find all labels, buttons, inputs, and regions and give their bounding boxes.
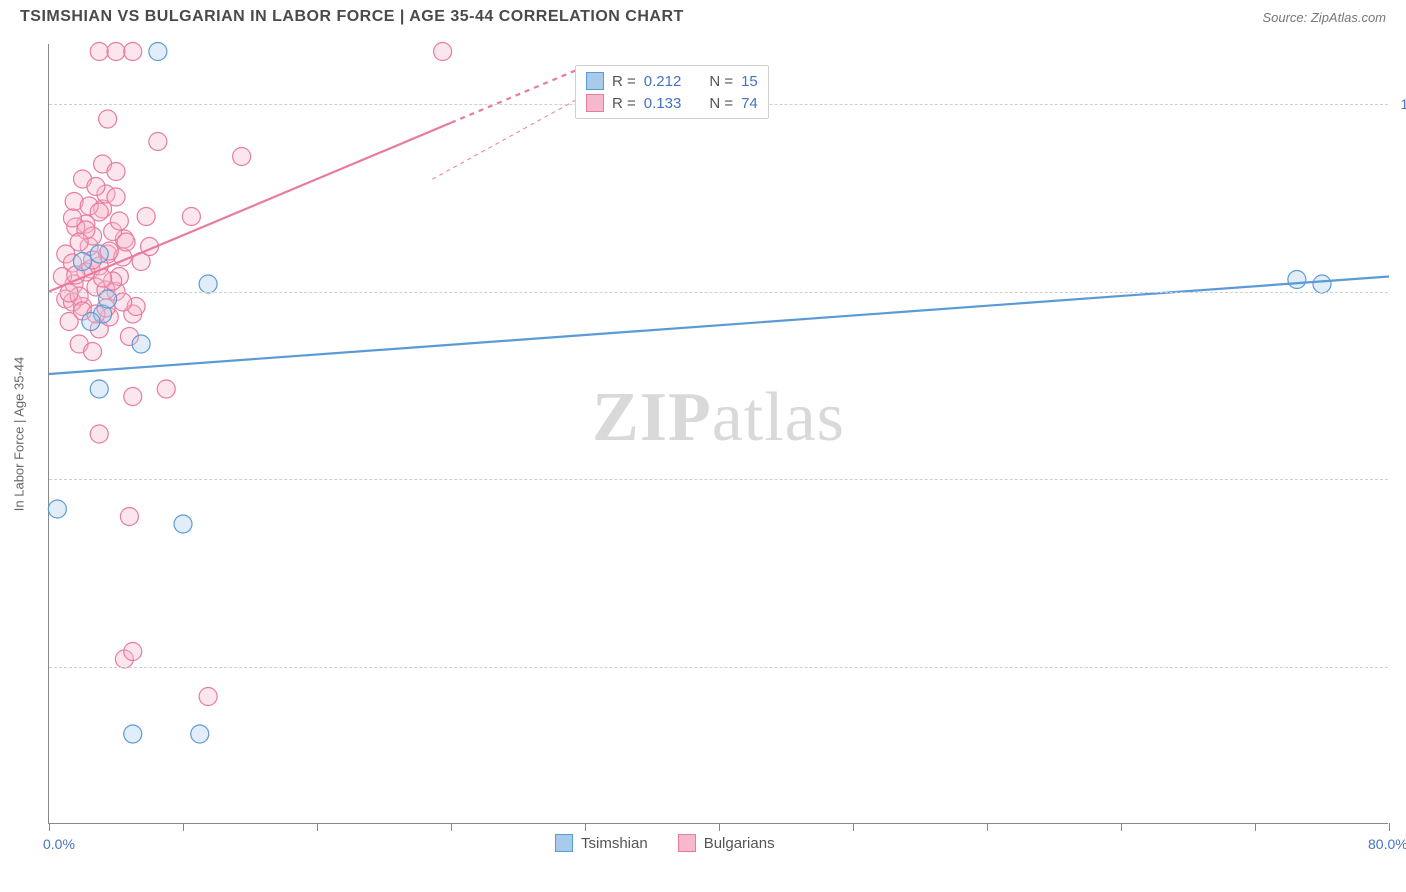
data-point (107, 43, 125, 61)
x-tick (987, 823, 988, 831)
data-point (124, 725, 142, 743)
legend-item: Tsimshian (555, 834, 648, 852)
legend-label: Tsimshian (581, 835, 648, 852)
data-point (90, 380, 108, 398)
x-tick (719, 823, 720, 831)
legend-swatch (678, 834, 696, 852)
legend-swatch (586, 94, 604, 112)
y-tick-label: 75.0% (1393, 471, 1406, 487)
data-point (124, 643, 142, 661)
x-tick (585, 823, 586, 831)
x-tick (451, 823, 452, 831)
y-tick-label: 62.5% (1393, 659, 1406, 675)
gridline (49, 479, 1388, 480)
data-point (182, 208, 200, 226)
stats-box: R = 0.212 N = 15 R = 0.133 N = 74 (575, 65, 769, 119)
r-label: R = (612, 95, 636, 112)
y-tick-label: 100.0% (1393, 96, 1406, 112)
x-tick (1255, 823, 1256, 831)
y-axis-title: In Labor Force | Age 35-44 (12, 356, 27, 510)
data-point (110, 212, 128, 230)
data-point (137, 208, 155, 226)
data-point (70, 233, 88, 251)
legend-item: Bulgarians (678, 834, 775, 852)
gridline (49, 667, 1388, 668)
x-tick (853, 823, 854, 831)
data-point (149, 43, 167, 61)
chart-svg (49, 44, 1389, 824)
n-value: 74 (741, 95, 758, 112)
data-point (124, 43, 142, 61)
data-point (90, 425, 108, 443)
data-point (117, 233, 135, 251)
data-point (90, 43, 108, 61)
chart-container: ZIPatlas In Labor Force | Age 35-44 62.5… (48, 44, 1388, 824)
chart-header: TSIMSHIAN VS BULGARIAN IN LABOR FORCE | … (0, 0, 1406, 32)
data-point (84, 343, 102, 361)
data-point (48, 500, 66, 518)
x-tick (49, 823, 50, 831)
x-tick (1389, 823, 1390, 831)
leader-line (431, 100, 576, 180)
data-point (132, 335, 150, 353)
chart-title: TSIMSHIAN VS BULGARIAN IN LABOR FORCE | … (20, 8, 684, 26)
data-point (157, 380, 175, 398)
r-value: 0.133 (644, 95, 682, 112)
data-point (174, 515, 192, 533)
data-point (191, 725, 209, 743)
data-point (90, 203, 108, 221)
data-point (199, 275, 217, 293)
data-point (124, 388, 142, 406)
legend: Tsimshian Bulgarians (555, 834, 775, 852)
n-value: 15 (741, 73, 758, 90)
data-point (199, 688, 217, 706)
source-attribution: Source: ZipAtlas.com (1262, 10, 1386, 25)
data-point (90, 245, 108, 263)
data-point (233, 148, 251, 166)
data-point (107, 163, 125, 181)
legend-swatch (586, 72, 604, 90)
data-point (107, 188, 125, 206)
plot-area: ZIPatlas In Labor Force | Age 35-44 62.5… (48, 44, 1388, 824)
data-point (63, 209, 81, 227)
data-point (99, 290, 117, 308)
data-point (434, 43, 452, 61)
stats-row: R = 0.133 N = 74 (582, 92, 762, 114)
data-point (1288, 271, 1306, 289)
stats-row: R = 0.212 N = 15 (582, 70, 762, 92)
x-tick (183, 823, 184, 831)
x-axis-max-label: 80.0% (1368, 836, 1406, 852)
data-point (99, 110, 117, 128)
data-point (82, 313, 100, 331)
n-label: N = (709, 73, 733, 90)
data-point (149, 133, 167, 151)
data-point (120, 508, 138, 526)
data-point (87, 178, 105, 196)
x-tick (1121, 823, 1122, 831)
gridline (49, 292, 1388, 293)
y-tick-label: 87.5% (1393, 284, 1406, 300)
x-axis-min-label: 0.0% (43, 836, 75, 852)
legend-swatch (555, 834, 573, 852)
x-tick (317, 823, 318, 831)
r-value: 0.212 (644, 73, 682, 90)
n-label: N = (709, 95, 733, 112)
trend-line-dashed (451, 67, 585, 123)
data-point (74, 253, 92, 271)
legend-label: Bulgarians (704, 835, 775, 852)
r-label: R = (612, 73, 636, 90)
data-point (1313, 275, 1331, 293)
